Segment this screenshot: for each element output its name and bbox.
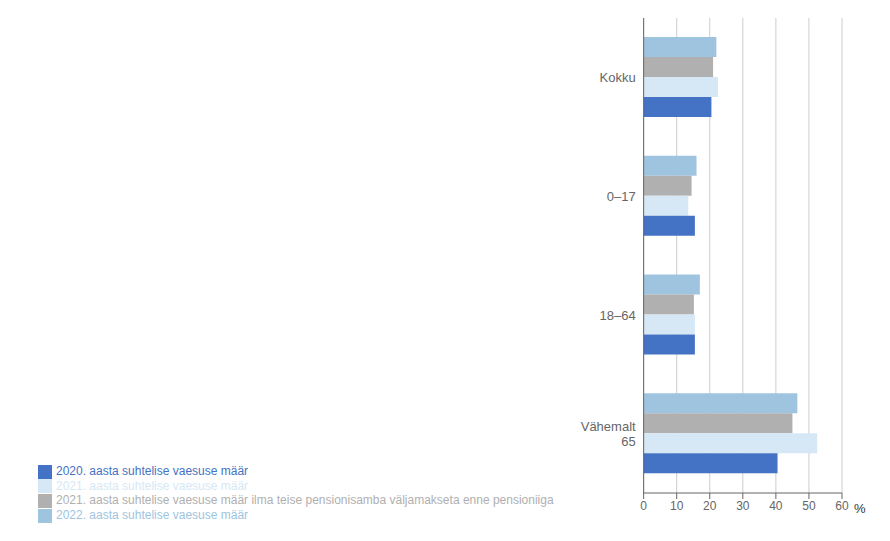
svg-text:30: 30 — [736, 499, 750, 513]
html-text:2021. aasta suhtelise vaesuse: 2021. aasta suhtelise vaesuse määr — [56, 478, 249, 493]
svg-text:Kokku: Kokku — [600, 70, 636, 85]
svg-text:0: 0 — [640, 499, 647, 513]
svg-text:40: 40 — [769, 499, 783, 513]
svg-text:18–64: 18–64 — [599, 307, 635, 322]
svg-text:0–17: 0–17 — [607, 189, 636, 204]
svg-text:20: 20 — [703, 499, 717, 513]
svg-text:60: 60 — [835, 499, 849, 513]
svg-text:Vähemalt65: Vähemalt65 — [581, 419, 636, 449]
svg-text:10: 10 — [670, 499, 684, 513]
html-text:2020. aasta suhtelise vaesuse: 2020. aasta suhtelise vaesuse määr — [56, 463, 249, 478]
svg-text:%: % — [854, 501, 866, 516]
svg-text:50: 50 — [802, 499, 816, 513]
html-text:2022. aasta suhtelise vaesuse: 2022. aasta suhtelise vaesuse määr — [56, 508, 249, 523]
html-text:2021. aasta suhtelise vaesuse: 2021. aasta suhtelise vaesuse määr ilma … — [56, 493, 554, 508]
